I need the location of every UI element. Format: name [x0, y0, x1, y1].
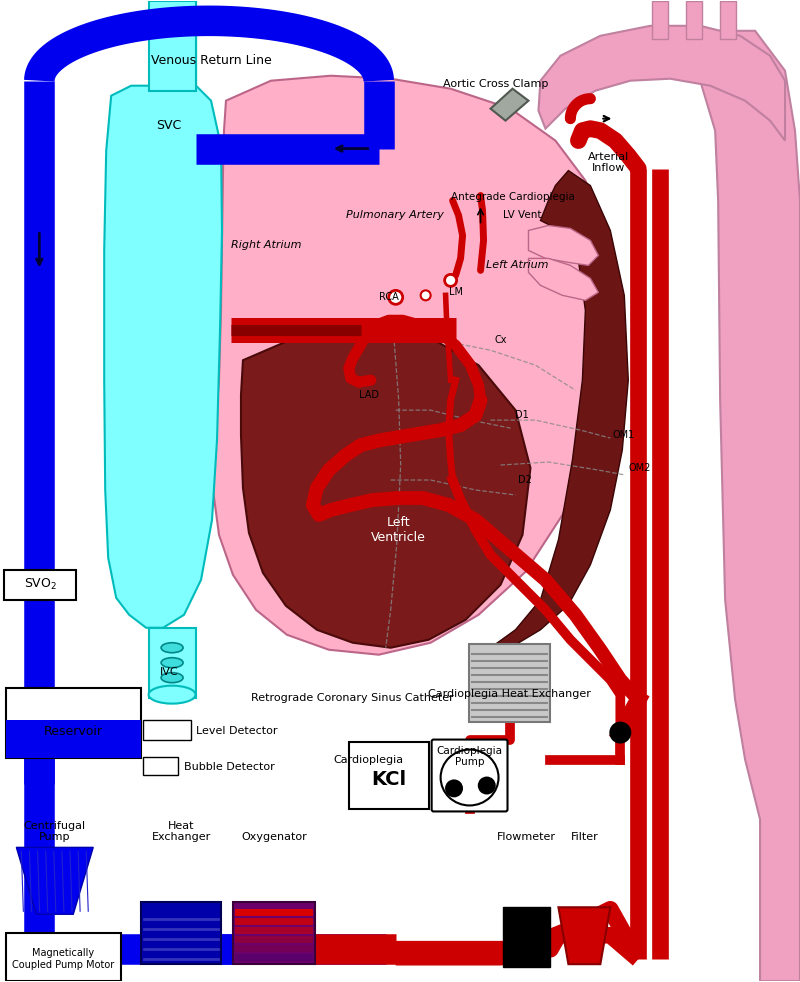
Text: OM2: OM2: [628, 464, 650, 473]
Polygon shape: [16, 847, 94, 914]
Text: Right Atrium: Right Atrium: [230, 241, 301, 250]
FancyBboxPatch shape: [233, 902, 315, 964]
Text: Cx: Cx: [494, 335, 506, 346]
Text: SVO$_2$: SVO$_2$: [24, 577, 57, 592]
Polygon shape: [529, 226, 598, 265]
FancyBboxPatch shape: [6, 720, 141, 757]
Polygon shape: [720, 1, 736, 38]
Text: Filter: Filter: [570, 833, 598, 843]
Text: Magnetically
Coupled Pump Motor: Magnetically Coupled Pump Motor: [12, 949, 114, 970]
Circle shape: [610, 722, 631, 743]
FancyBboxPatch shape: [6, 687, 141, 757]
Polygon shape: [235, 946, 313, 953]
Polygon shape: [149, 1, 196, 90]
Polygon shape: [490, 171, 628, 648]
Text: Flowmeter: Flowmeter: [497, 833, 556, 843]
Text: Antegrade Cardioplegia: Antegrade Cardioplegia: [450, 191, 574, 201]
FancyBboxPatch shape: [432, 739, 507, 811]
Text: Cardioplegia
Pump: Cardioplegia Pump: [437, 745, 502, 767]
Text: Reservoir: Reservoir: [44, 725, 102, 738]
Polygon shape: [680, 30, 800, 981]
Polygon shape: [529, 258, 598, 300]
Text: RCA: RCA: [379, 293, 398, 302]
Ellipse shape: [161, 658, 183, 668]
Polygon shape: [490, 88, 529, 121]
Text: Centrifugal
Pump: Centrifugal Pump: [23, 821, 86, 843]
FancyBboxPatch shape: [469, 644, 550, 722]
Circle shape: [445, 780, 463, 797]
Text: IVC: IVC: [160, 667, 178, 677]
Text: Arterial
Inflow: Arterial Inflow: [588, 152, 629, 174]
Text: LV Vent: LV Vent: [502, 210, 541, 221]
Polygon shape: [235, 955, 313, 961]
Polygon shape: [104, 1, 222, 627]
Text: Heat
Exchanger: Heat Exchanger: [151, 821, 210, 843]
Text: LAD: LAD: [358, 390, 378, 401]
Polygon shape: [558, 907, 610, 964]
FancyBboxPatch shape: [141, 902, 221, 964]
Text: KCl: KCl: [371, 770, 406, 789]
Text: Oxygenator: Oxygenator: [241, 833, 306, 843]
Polygon shape: [235, 918, 313, 925]
Text: D2: D2: [518, 475, 532, 485]
Text: LM: LM: [449, 288, 462, 298]
Text: Aortic Cross Clamp: Aortic Cross Clamp: [443, 79, 548, 88]
Polygon shape: [235, 909, 313, 916]
Polygon shape: [235, 927, 313, 934]
Text: Left Atrium: Left Atrium: [486, 260, 549, 270]
Circle shape: [421, 291, 430, 300]
Text: Level Detector: Level Detector: [196, 726, 278, 736]
Circle shape: [445, 274, 457, 287]
Polygon shape: [235, 936, 313, 944]
FancyBboxPatch shape: [143, 756, 178, 775]
Text: Left
Ventricle: Left Ventricle: [371, 516, 426, 544]
Polygon shape: [213, 76, 612, 655]
Circle shape: [478, 777, 496, 794]
Text: D1: D1: [515, 410, 530, 420]
Text: Cardioplegia Heat Exchanger: Cardioplegia Heat Exchanger: [428, 688, 591, 698]
FancyBboxPatch shape: [6, 933, 121, 981]
Text: OM1: OM1: [612, 430, 634, 440]
Ellipse shape: [441, 749, 498, 805]
FancyBboxPatch shape: [143, 720, 191, 739]
Ellipse shape: [161, 643, 183, 653]
FancyBboxPatch shape: [502, 907, 550, 967]
Text: Cardioplegia: Cardioplegia: [334, 754, 404, 765]
Circle shape: [389, 291, 402, 304]
Polygon shape: [538, 26, 785, 140]
Polygon shape: [686, 1, 702, 38]
Text: Pulmonary Artery: Pulmonary Artery: [346, 210, 444, 221]
Text: SVC: SVC: [157, 119, 182, 133]
FancyBboxPatch shape: [349, 741, 429, 809]
Text: Venous Return Line: Venous Return Line: [150, 54, 271, 67]
Ellipse shape: [149, 685, 195, 704]
Polygon shape: [652, 1, 668, 38]
FancyBboxPatch shape: [4, 570, 76, 600]
Polygon shape: [149, 627, 196, 697]
Text: Retrograde Coronary Sinus Catheter: Retrograde Coronary Sinus Catheter: [251, 692, 454, 703]
Polygon shape: [241, 325, 530, 648]
Ellipse shape: [161, 673, 183, 682]
Text: Bubble Detector: Bubble Detector: [184, 761, 275, 772]
